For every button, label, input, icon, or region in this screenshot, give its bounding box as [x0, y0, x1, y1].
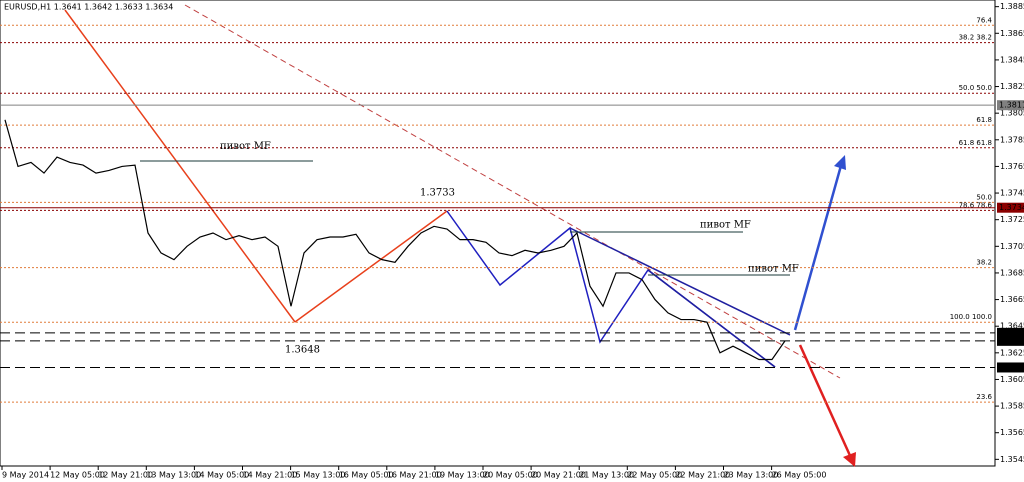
annotation: пивот MF [700, 220, 751, 231]
x-tick-label: 12 May 05:00 [50, 471, 105, 480]
annotation: пивот MF [220, 141, 271, 152]
arrow-head [843, 452, 856, 467]
y-tick-label: 1.3705 [1000, 242, 1024, 251]
trend-line [294, 210, 448, 323]
x-tick-label: 14 May 05:00 [194, 471, 249, 480]
x-tick-label: 23 May 13:00 [724, 471, 779, 480]
y-tick-label: 1.3545 [1000, 455, 1024, 464]
price-label: 1.3734 [999, 203, 1024, 212]
x-tick-label: 16 May 05:00 [339, 471, 394, 480]
arrow-head [834, 155, 846, 170]
x-tick-label: 20 May 21:00 [531, 471, 586, 480]
arrow-up [793, 161, 844, 331]
x-tick-label: 19 May 13:00 [435, 471, 490, 480]
x-tick-label: 15 May 13:00 [291, 471, 346, 480]
chart-title: EURUSD,H1 1.3641 1.3642 1.3633 1.3634 [4, 3, 173, 12]
y-tick-label: 1.3565 [1000, 428, 1024, 437]
x-tick-label: 14 May 21:00 [243, 471, 298, 480]
y-tick-label: 1.3805 [1000, 109, 1024, 118]
price-box [997, 202, 1024, 213]
plot-frame [0, 0, 996, 467]
y-tick-label: 1.3585 [1000, 402, 1024, 411]
zigzag [446, 210, 776, 368]
y-tick-label: 1.3785 [1000, 135, 1024, 144]
y-tick-label: 1.3625 [1000, 348, 1024, 357]
x-tick-label: 22 May 21:00 [675, 471, 730, 480]
y-tick-label: 1.3845 [1000, 55, 1024, 64]
y-tick-label: 1.3765 [1000, 162, 1024, 171]
price-box [997, 335, 1024, 346]
channel-line [569, 227, 791, 336]
fib-label: 23.6 [976, 393, 992, 401]
price-label: 1.3640 [999, 328, 1024, 337]
x-tick-label: 12 May 21:00 [98, 471, 153, 480]
fib-label: 61.8 61.8 [959, 139, 992, 147]
annotation: 1.3733 [420, 188, 455, 199]
y-tick-label: 1.3825 [1000, 82, 1024, 91]
fib-label: 76.4 [976, 16, 992, 24]
y-tick-label: 1.3745 [1000, 189, 1024, 198]
price-label: 1.3634 [999, 336, 1024, 345]
price-line [4, 119, 786, 361]
fib-label: 61.8 [976, 116, 992, 124]
price-box [997, 362, 1024, 373]
x-tick-label: 13 May 13:00 [146, 471, 201, 480]
y-tick-label: 1.3885 [1000, 2, 1024, 11]
annotation: пивот MF [748, 263, 799, 274]
x-tick-label: 20 May 05:00 [483, 471, 538, 480]
y-tick-label: 1.3645 [1000, 322, 1024, 331]
annotation: 1.3648 [285, 345, 320, 356]
y-tick-label: 1.3665 [1000, 295, 1024, 304]
y-tick-label: 1.3725 [1000, 215, 1024, 224]
y-tick-label: 1.3605 [1000, 375, 1024, 384]
y-tick-label: 1.3685 [1000, 268, 1024, 277]
price-box [997, 100, 1024, 111]
trend-line [184, 4, 841, 379]
x-tick-label: 22 May 05:00 [627, 471, 682, 480]
fib-label: 100.0 100.0 [950, 313, 992, 321]
x-tick-label: 9 May 2014 [2, 471, 49, 480]
fib-label: 38.2 38.2 [959, 34, 992, 42]
x-tick-label: 21 May 13:00 [579, 471, 634, 480]
x-tick-label: 16 May 21:00 [387, 471, 442, 480]
fib-label: 50.0 [976, 193, 992, 201]
trend-line [64, 9, 296, 323]
fib-label: 78.6 78.6 [959, 201, 993, 209]
price-box [997, 327, 1024, 338]
y-tick-label: 1.3865 [1000, 29, 1024, 38]
price-label: 1.3614 [999, 363, 1024, 372]
channel-line [647, 269, 776, 368]
fib-label: 38.2 [976, 259, 992, 267]
x-tick-label: 26 May 05:00 [772, 471, 827, 480]
fib-label: 50.0 50.0 [959, 84, 992, 92]
